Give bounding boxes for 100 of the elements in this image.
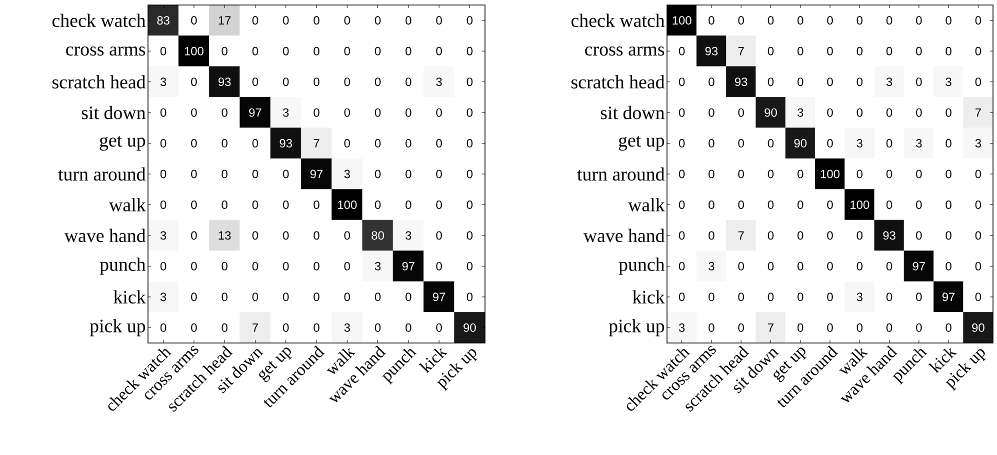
data-label: 0 <box>856 262 863 270</box>
data-label: 0 <box>708 292 714 302</box>
data-label: 0 <box>738 170 744 178</box>
data-label: 0 <box>436 231 442 240</box>
data-label: 0 <box>436 108 442 117</box>
data-label: 0 <box>406 16 412 25</box>
data-label: 0 <box>314 231 320 240</box>
x-tick-label: walk <box>326 348 356 374</box>
data-label: 0 <box>374 200 381 209</box>
data-label: 3 <box>160 292 166 302</box>
data-label: 0 <box>886 16 892 25</box>
data-label: 0 <box>827 200 833 209</box>
data-label: 0 <box>738 262 744 270</box>
data-label: 100 <box>672 16 692 25</box>
data-label: 0 <box>222 262 228 270</box>
data-label: 0 <box>283 231 289 240</box>
data-label: 0 <box>252 292 258 302</box>
data-label: 0 <box>798 292 804 302</box>
data-label: 97 <box>310 170 323 178</box>
data-label: 0 <box>916 323 922 332</box>
y-tick-label: get up <box>100 136 146 151</box>
data-label: 90 <box>972 323 984 332</box>
data-label: 0 <box>222 170 228 178</box>
y-tick-label: cross arms <box>585 46 664 56</box>
y-tick-label: wave hand <box>64 228 146 242</box>
data-label: 90 <box>764 108 777 117</box>
data-label: 0 <box>436 139 442 148</box>
data-label: 0 <box>827 46 833 56</box>
data-label: 0 <box>768 200 774 209</box>
data-label: 93 <box>218 78 231 86</box>
data-label: 0 <box>798 78 804 86</box>
data-label: 0 <box>678 139 685 148</box>
data-label: 0 <box>252 78 258 86</box>
data-label: 0 <box>886 46 892 56</box>
data-label: 0 <box>768 262 774 270</box>
data-label: 0 <box>856 46 863 56</box>
data-label: 0 <box>856 170 863 178</box>
data-label: 0 <box>344 139 350 148</box>
data-label: 3 <box>406 231 412 240</box>
data-label: 0 <box>975 200 982 209</box>
data-label: 0 <box>436 46 442 56</box>
data-label: 0 <box>946 323 952 332</box>
data-label: 0 <box>946 108 952 117</box>
data-label: 3 <box>798 108 804 117</box>
data-label: 0 <box>314 78 320 86</box>
data-label: 0 <box>738 16 744 25</box>
data-label: 0 <box>708 78 714 86</box>
data-label: 0 <box>344 262 350 270</box>
data-label: 0 <box>252 16 258 25</box>
data-label: 7 <box>738 231 744 240</box>
data-label: 0 <box>975 78 982 86</box>
y-tick-label: scratch head <box>572 75 665 88</box>
data-label: 0 <box>856 108 863 117</box>
data-label: 0 <box>374 78 381 86</box>
data-label: 0 <box>466 170 473 178</box>
data-label: 0 <box>886 139 892 148</box>
data-label: 3 <box>160 231 166 240</box>
y-tick-label: turn around <box>58 167 146 181</box>
data-label: 7 <box>314 139 320 148</box>
data-label: 0 <box>827 139 833 148</box>
data-label: 3 <box>886 78 892 86</box>
data-label: 0 <box>678 108 685 117</box>
data-label: 0 <box>344 16 350 25</box>
data-label: 0 <box>283 262 289 270</box>
data-label: 0 <box>283 170 289 178</box>
data-label: 0 <box>344 231 350 240</box>
y-tick-label: check watch <box>571 14 665 28</box>
data-label: 0 <box>160 170 166 178</box>
data-label: 0 <box>946 46 952 56</box>
data-label: 0 <box>314 292 320 302</box>
data-label: 0 <box>678 262 685 270</box>
data-label: 0 <box>916 200 922 209</box>
data-label: 0 <box>827 231 833 240</box>
y-tick-label: sit down <box>600 106 665 120</box>
data-label: 0 <box>798 200 804 209</box>
data-label: 0 <box>916 231 922 240</box>
data-label: 0 <box>466 262 473 270</box>
data-label: 0 <box>252 200 258 209</box>
data-label: 0 <box>374 108 381 117</box>
data-label: 3 <box>282 108 289 117</box>
data-label: 0 <box>466 139 473 148</box>
data-label: 93 <box>280 139 292 148</box>
data-label: 0 <box>708 108 714 117</box>
data-label: 0 <box>827 78 833 86</box>
data-label: 0 <box>222 46 228 56</box>
data-label: 0 <box>768 231 774 240</box>
data-label: 0 <box>916 292 922 302</box>
data-label: 0 <box>344 108 350 117</box>
data-label: 0 <box>436 262 442 270</box>
data-label: 0 <box>314 323 320 332</box>
data-label: 0 <box>856 78 863 86</box>
data-label: 0 <box>768 139 774 148</box>
data-label: 0 <box>768 170 774 178</box>
data-label: 0 <box>738 292 744 302</box>
data-label: 0 <box>798 16 804 25</box>
y-tick-label: kick <box>114 290 146 304</box>
data-label: 0 <box>314 46 320 56</box>
data-label: 3 <box>374 262 381 270</box>
y-tick-label: cross arms <box>66 46 146 56</box>
y-tick-label: wave hand <box>583 228 665 242</box>
